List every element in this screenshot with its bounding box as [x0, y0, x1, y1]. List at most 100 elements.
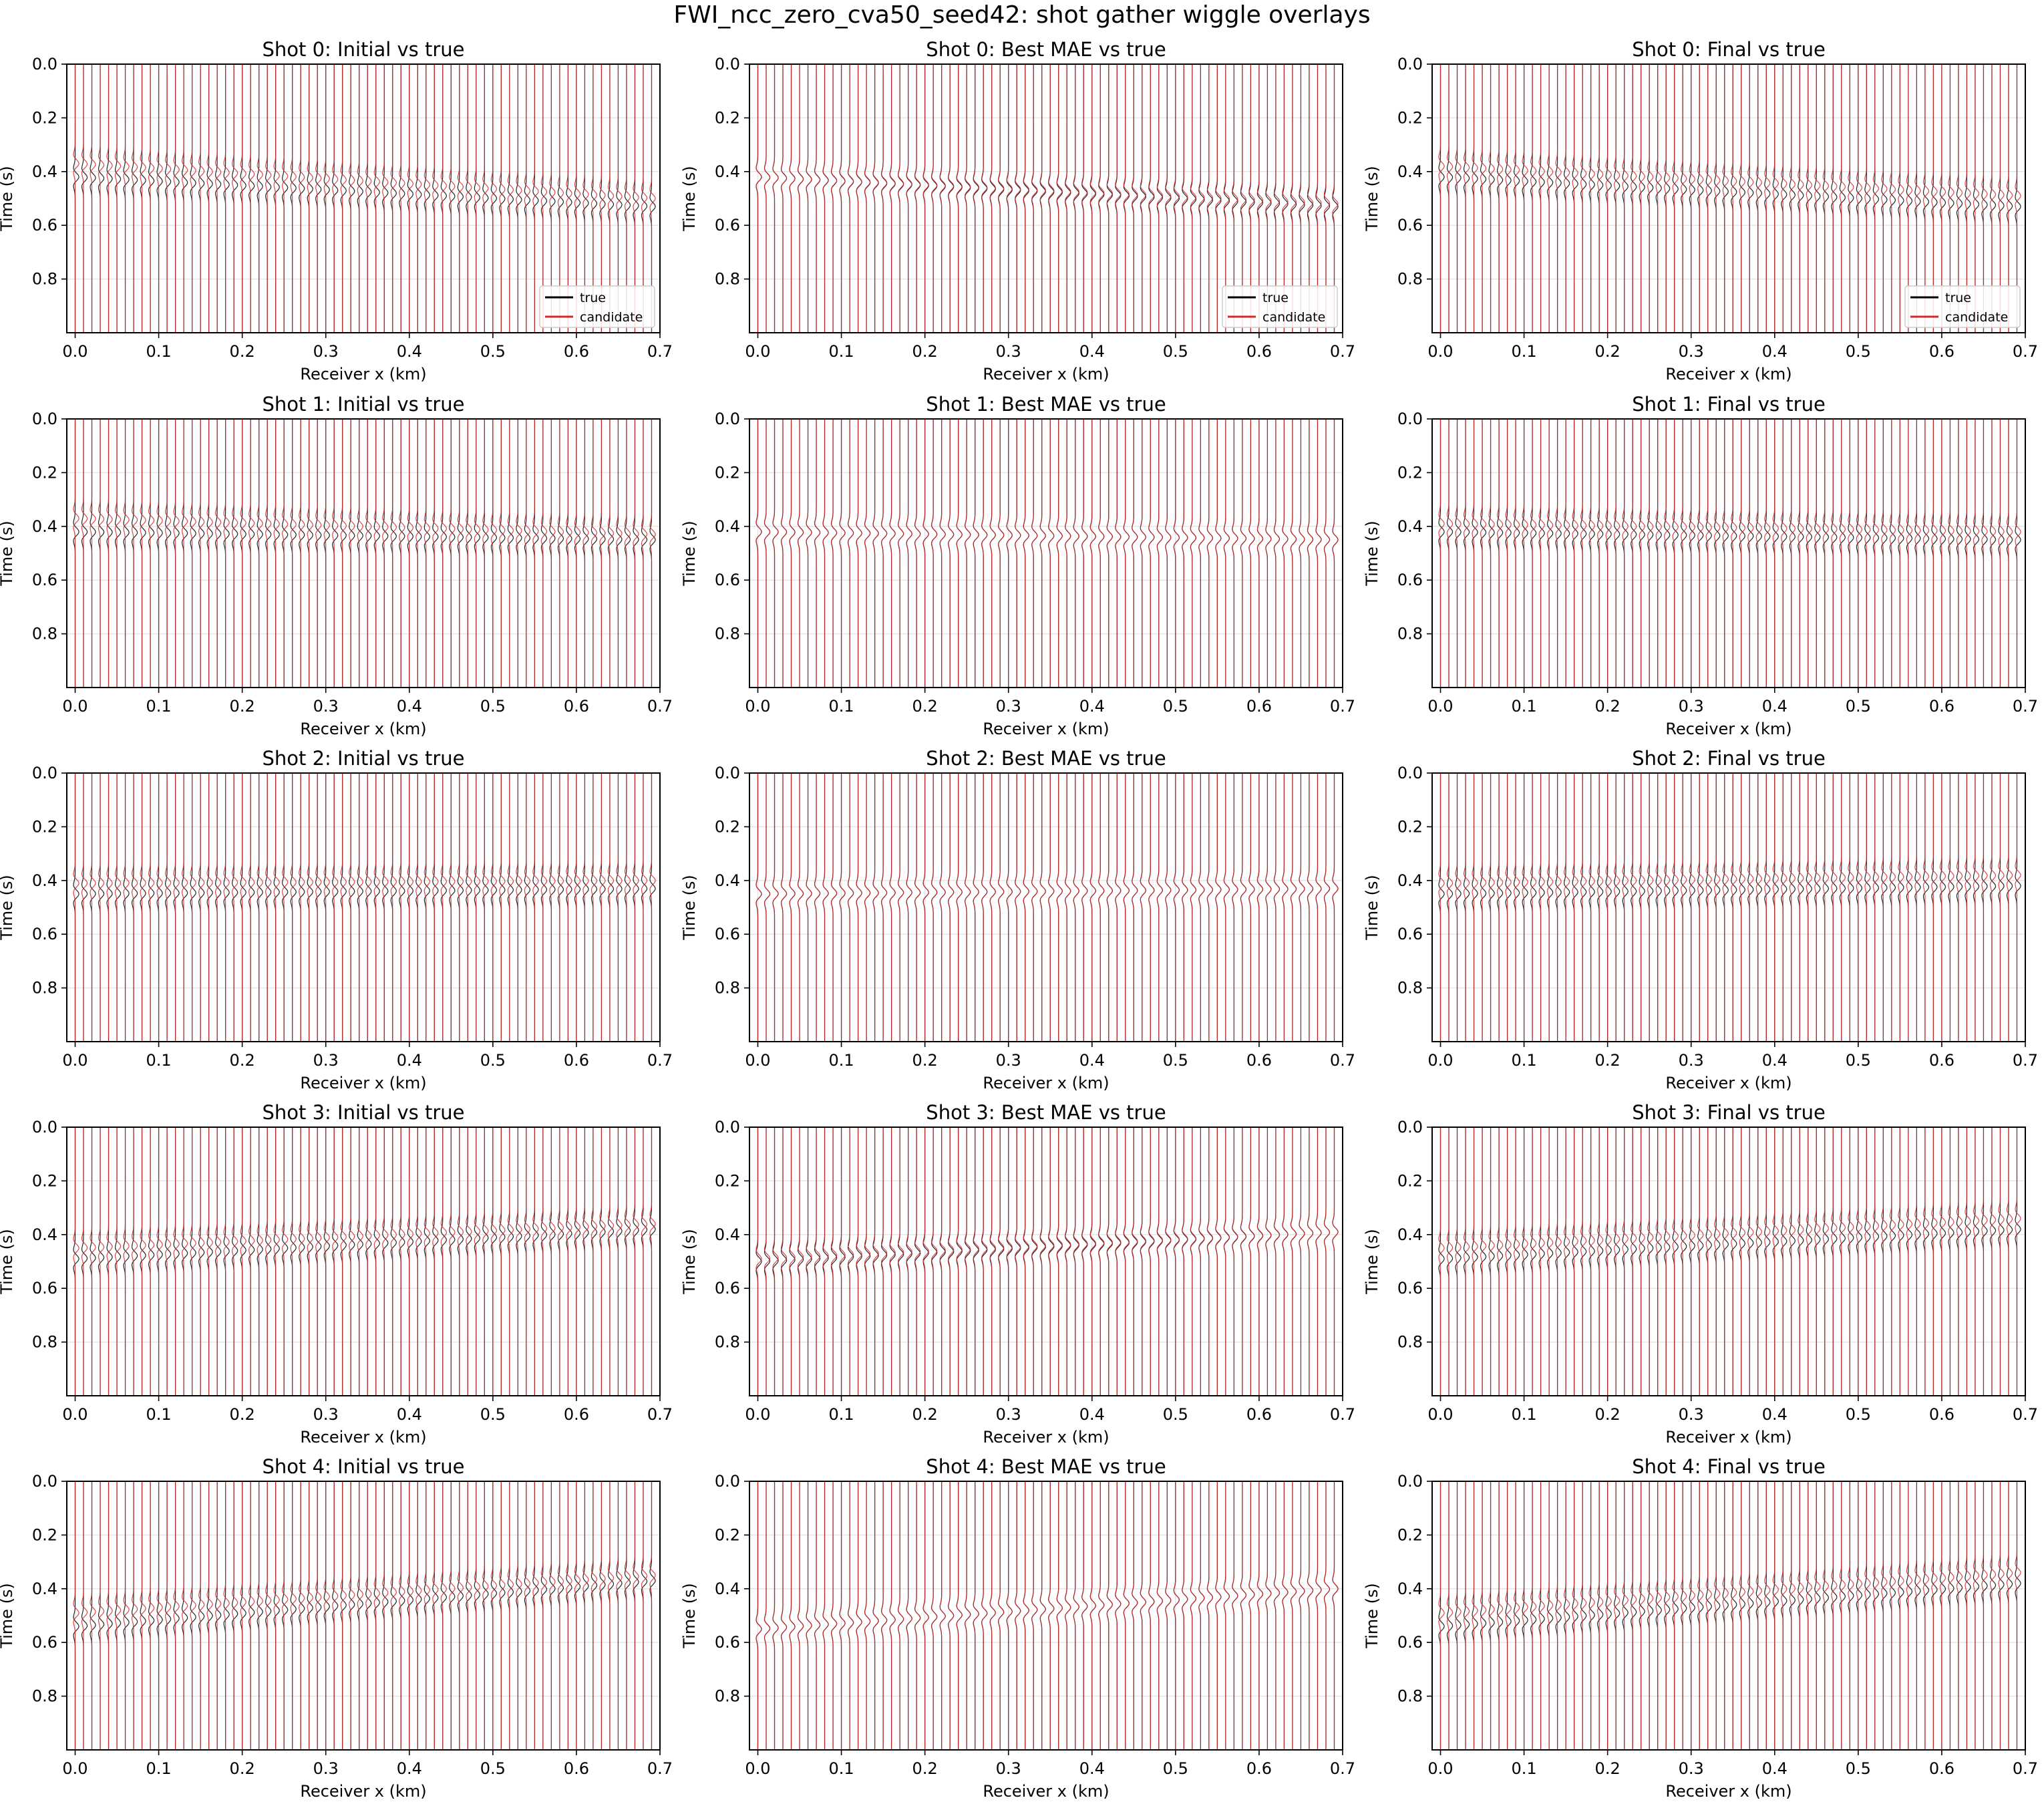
- x-tick-label: 0.3: [313, 1405, 339, 1424]
- true-trace: [932, 1127, 937, 1396]
- x-tick-label: 0.1: [828, 1405, 854, 1424]
- candidate-trace: [199, 419, 204, 688]
- true-trace: [291, 773, 296, 1042]
- candidate-trace: [1631, 419, 1637, 688]
- true-trace: [1174, 773, 1179, 1042]
- true-trace: [1514, 419, 1520, 688]
- candidate-trace: [116, 419, 121, 688]
- true-trace: [1882, 64, 1887, 333]
- true-trace: [1898, 419, 1904, 688]
- candidate-trace: [1723, 1127, 1728, 1396]
- y-tick-label: 0.6: [1397, 1279, 1423, 1298]
- candidate-trace: [166, 1481, 171, 1750]
- true-trace: [1681, 1481, 1687, 1750]
- candidate-trace: [1848, 773, 1854, 1042]
- true-trace: [474, 64, 480, 333]
- true-trace: [399, 419, 405, 688]
- candidate-trace: [973, 419, 979, 688]
- candidate-trace: [832, 1481, 837, 1750]
- candidate-trace: [1190, 773, 1196, 1042]
- candidate-trace: [249, 1127, 254, 1396]
- true-trace: [500, 773, 505, 1042]
- true-trace: [1748, 1481, 1753, 1750]
- candidate-trace: [815, 64, 820, 333]
- candidate-trace: [1447, 1127, 1453, 1396]
- candidate-trace: [483, 773, 488, 1042]
- candidate-trace: [999, 773, 1004, 1042]
- candidate-trace: [1915, 1481, 1920, 1750]
- candidate-trace: [1199, 1481, 1204, 1750]
- true-trace: [1856, 1481, 1862, 1750]
- candidate-trace: [1806, 419, 1812, 688]
- candidate-trace: [1790, 419, 1795, 688]
- candidate-trace: [1447, 64, 1453, 333]
- y-tick-label: 0.6: [32, 571, 57, 589]
- candidate-trace: [474, 773, 480, 1042]
- true-trace: [1015, 64, 1021, 333]
- true-trace: [1790, 1127, 1795, 1396]
- candidate-trace: [856, 773, 862, 1042]
- candidate-trace: [199, 1127, 204, 1396]
- true-trace: [324, 419, 329, 688]
- candidate-trace: [1116, 1481, 1121, 1750]
- true-trace: [1291, 1127, 1296, 1396]
- candidate-trace: [249, 419, 254, 688]
- candidate-trace: [132, 1127, 138, 1396]
- true-trace: [1882, 773, 1887, 1042]
- candidate-trace: [458, 773, 463, 1042]
- candidate-trace: [307, 419, 313, 688]
- true-trace: [1882, 1127, 1887, 1396]
- true-trace: [1948, 1127, 1954, 1396]
- x-tick-label: 0.3: [996, 1759, 1021, 1778]
- true-trace: [283, 773, 288, 1042]
- true-trace: [1706, 1127, 1711, 1396]
- true-trace: [341, 64, 346, 333]
- candidate-trace: [1316, 419, 1321, 688]
- true-trace: [424, 1481, 430, 1750]
- candidate-trace: [424, 419, 430, 688]
- candidate-trace: [299, 773, 305, 1042]
- true-trace: [550, 419, 555, 688]
- y-tick-label: 0.8: [1397, 270, 1423, 289]
- candidate-trace: [466, 773, 472, 1042]
- x-tick-label: 0.3: [313, 1759, 339, 1778]
- true-trace: [1572, 64, 1578, 333]
- true-trace: [1581, 64, 1586, 333]
- candidate-trace: [474, 1481, 480, 1750]
- true-trace: [1506, 64, 1511, 333]
- y-tick-label: 0.6: [715, 925, 740, 943]
- candidate-trace: [1973, 1127, 1979, 1396]
- true-trace: [257, 419, 263, 688]
- true-trace: [216, 64, 221, 333]
- candidate-trace: [1140, 1481, 1146, 1750]
- true-trace: [1481, 773, 1486, 1042]
- true-trace: [391, 419, 396, 688]
- candidate-trace: [333, 1481, 338, 1750]
- candidate-trace: [1073, 1127, 1079, 1396]
- candidate-trace: [1124, 1481, 1129, 1750]
- true-trace: [1023, 1481, 1029, 1750]
- candidate-trace: [383, 1127, 388, 1396]
- y-tick-label: 0.0: [715, 764, 740, 782]
- candidate-trace: [533, 773, 538, 1042]
- candidate-trace: [316, 64, 321, 333]
- true-trace: [357, 1127, 363, 1396]
- candidate-trace: [99, 419, 104, 688]
- candidate-trace: [1073, 773, 1079, 1042]
- true-trace: [1606, 64, 1611, 333]
- true-trace: [407, 1127, 413, 1396]
- candidate-trace: [433, 1127, 438, 1396]
- true-trace: [1157, 1127, 1162, 1396]
- candidate-trace: [357, 419, 363, 688]
- candidate-trace: [1999, 1127, 2004, 1396]
- true-trace: [1689, 1127, 1695, 1396]
- candidate-trace: [566, 1127, 572, 1396]
- true-trace: [1673, 1481, 1678, 1750]
- true-trace: [1739, 773, 1745, 1042]
- true-trace: [1073, 773, 1079, 1042]
- true-trace: [1232, 1481, 1238, 1750]
- true-trace: [1781, 1481, 1787, 1750]
- y-tick-label: 0.6: [715, 571, 740, 589]
- true-trace: [990, 419, 995, 688]
- candidate-trace: [949, 1127, 954, 1396]
